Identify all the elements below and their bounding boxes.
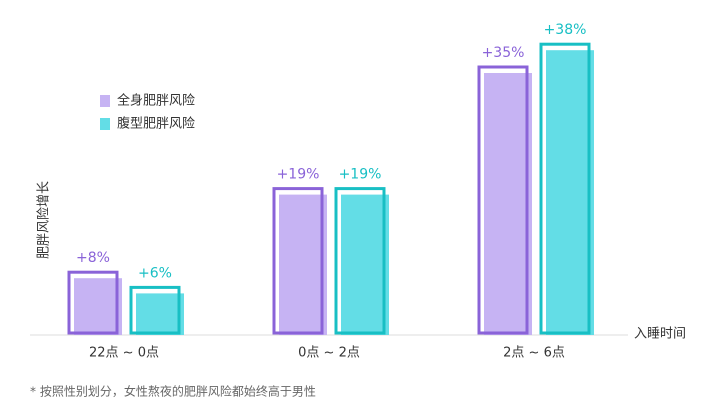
value-label: +38% bbox=[544, 22, 587, 38]
legend-label: 全身肥胖风险 bbox=[117, 93, 195, 109]
bar-fill bbox=[279, 194, 327, 335]
x-tick-label: 2点 ~ 6点 bbox=[503, 346, 565, 361]
bar-outline bbox=[539, 42, 591, 335]
value-label: +6% bbox=[138, 265, 172, 281]
bar-outline bbox=[334, 187, 386, 335]
x-tick-label: 22点 ~ 0点 bbox=[89, 346, 159, 361]
legend-label: 腹型肥胖风险 bbox=[117, 116, 195, 132]
bar-fill bbox=[341, 194, 389, 335]
legend-swatch bbox=[100, 118, 110, 130]
bar-outline bbox=[67, 270, 119, 335]
bar-fill bbox=[484, 73, 532, 335]
bar-fill bbox=[546, 50, 594, 335]
x-tick-label: 0点 ~ 2点 bbox=[298, 346, 360, 361]
legend-swatch bbox=[100, 95, 110, 107]
value-label: +19% bbox=[339, 167, 382, 183]
bar-outline bbox=[129, 285, 181, 335]
footnote: * 按照性别划分，女性熬夜的肥胖风险都始终高于男性 bbox=[30, 384, 316, 399]
bar-outline bbox=[272, 187, 324, 335]
x-axis-label: 入睡时间 bbox=[634, 327, 686, 342]
bar-outline bbox=[477, 65, 529, 335]
bar-fill bbox=[74, 278, 122, 335]
value-label: +8% bbox=[76, 250, 110, 266]
value-label: +19% bbox=[277, 167, 320, 183]
y-axis-label: 肥胖风险增长 bbox=[37, 181, 52, 259]
value-label: +35% bbox=[482, 45, 525, 61]
bar-fill bbox=[136, 293, 184, 335]
